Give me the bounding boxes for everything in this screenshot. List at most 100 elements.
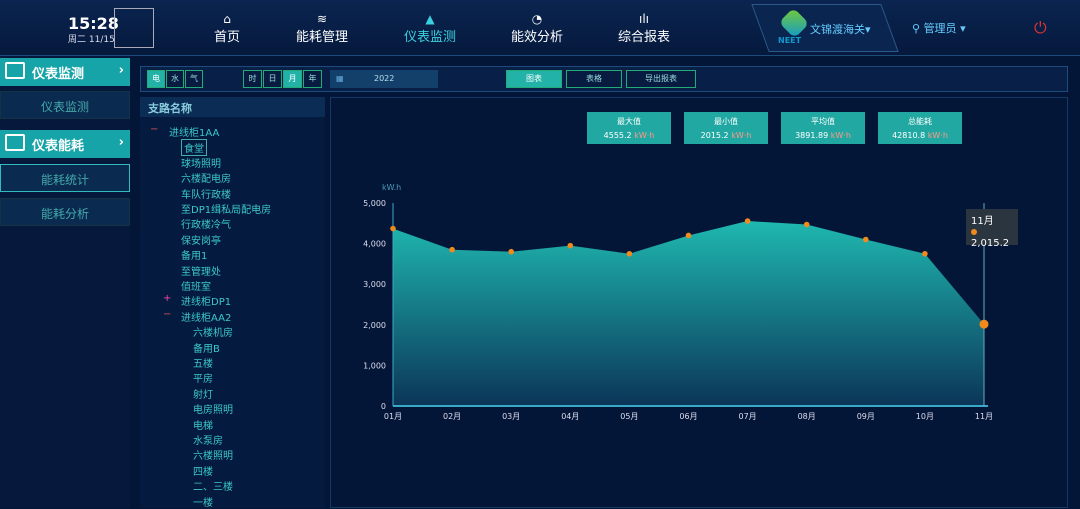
- export-report-button[interactable]: 导出报表: [626, 70, 696, 88]
- branch-tree: 支路名称: [140, 97, 325, 508]
- tree-node[interactable]: 值班室: [181, 282, 211, 293]
- tree-node[interactable]: 四楼: [193, 466, 213, 478]
- data-point[interactable]: [508, 248, 514, 255]
- x-tick-label: 06月: [679, 412, 697, 421]
- data-point[interactable]: [979, 319, 989, 329]
- tree-header: 支路名称: [140, 97, 325, 117]
- tree-node[interactable]: 二、三楼: [193, 482, 233, 494]
- tree-node[interactable]: 保安岗亭: [181, 235, 221, 247]
- tree-node[interactable]: 进线柜DP1: [181, 297, 232, 309]
- tree-node[interactable]: 射灯: [193, 389, 213, 401]
- tree-node[interactable]: 五楼: [193, 359, 213, 370]
- nav-label: 仪表监测: [403, 30, 456, 45]
- nav-label: 首页: [213, 30, 240, 45]
- data-point[interactable]: [449, 246, 455, 253]
- data-point[interactable]: [922, 250, 928, 257]
- site-name: 文锦渡海关: [810, 23, 865, 36]
- y-tick-label: 0: [381, 402, 386, 411]
- data-point[interactable]: [803, 221, 810, 228]
- y-tick-label: 3,000: [363, 280, 386, 289]
- nav-reports[interactable]: ılı 综合报表: [604, 12, 684, 45]
- tree-node[interactable]: 备用B: [193, 343, 220, 355]
- tree-node[interactable]: 车队行政楼: [181, 189, 231, 201]
- tree-node[interactable]: 平房: [193, 374, 213, 386]
- power-icon[interactable]: ⏻: [1034, 18, 1047, 37]
- user-menu[interactable]: ⚲ 管理员 ▾: [912, 20, 966, 36]
- area-fill: [393, 221, 984, 406]
- user-name: 管理员: [923, 22, 957, 35]
- period-year[interactable]: 年: [303, 70, 322, 88]
- stat-unit: kW·h: [927, 131, 948, 140]
- data-point[interactable]: [744, 218, 751, 224]
- sidebar-item-energy-stats[interactable]: 能耗统计: [0, 164, 130, 192]
- sidebar-group-meter-energy[interactable]: 仪表能耗 ›: [0, 130, 130, 158]
- energy-electric[interactable]: 电: [147, 70, 165, 88]
- stat-label: 平均值: [811, 117, 835, 126]
- x-tick-label: 09月: [857, 412, 875, 421]
- date: 周二 11/15: [68, 35, 115, 45]
- stat-label: 总能耗: [908, 117, 932, 126]
- view-table-button[interactable]: 表格: [566, 70, 622, 88]
- tree-node[interactable]: 水泵房: [193, 436, 223, 447]
- tree-node[interactable]: 六楼机房: [193, 328, 233, 340]
- nav-meter-monitor[interactable]: ▲ 仪表监测: [390, 12, 470, 45]
- tree-node[interactable]: 球场照明: [181, 158, 221, 170]
- calendar-icon: ▦: [336, 74, 344, 83]
- data-point[interactable]: [863, 236, 869, 243]
- tree-node[interactable]: 电梯: [193, 420, 213, 432]
- x-tick-label: 04月: [561, 412, 579, 421]
- tooltip-value: 2,015.2: [971, 238, 1010, 249]
- top-bar: [0, 0, 1080, 56]
- tree-node[interactable]: 行政楼冷气: [181, 220, 231, 232]
- period-day[interactable]: 日: [263, 70, 282, 88]
- stat-card: 最小值 2015.2 kW·h: [684, 112, 768, 144]
- stat-label: 最小值: [714, 117, 738, 126]
- tree-node[interactable]: 食堂: [181, 139, 207, 157]
- pie-icon: ◔: [531, 12, 543, 26]
- nav-label: 能效分析: [510, 30, 563, 45]
- stat-unit: kW·h: [830, 131, 851, 140]
- view-chart-button[interactable]: 图表: [506, 70, 562, 88]
- tree-node[interactable]: 进线柜AA2: [181, 312, 232, 324]
- stat-unit: kW·h: [634, 131, 655, 140]
- data-point[interactable]: [390, 225, 396, 232]
- period-month[interactable]: 月: [283, 70, 302, 88]
- data-point[interactable]: [685, 232, 692, 239]
- tree-node[interactable]: 至DP1缉私局配电房: [181, 205, 272, 216]
- expand-icon[interactable]: +: [163, 293, 172, 305]
- energy-water[interactable]: 水: [166, 70, 184, 88]
- period-hour[interactable]: 时: [243, 70, 262, 88]
- sidebar-item-energy-analysis[interactable]: 能耗分析: [0, 198, 130, 226]
- sidebar-group-meter-monitor[interactable]: 仪表监测 ›: [0, 58, 130, 86]
- nav-efficiency[interactable]: ◔ 能效分析: [497, 12, 577, 45]
- tree-node[interactable]: 六楼配电房: [181, 174, 231, 186]
- monitor-icon: [5, 134, 25, 151]
- tree-node[interactable]: 一楼: [193, 497, 213, 509]
- home-icon: ⌂: [223, 12, 231, 26]
- tree-node[interactable]: 至管理处: [181, 266, 221, 278]
- site-selector[interactable]: 文锦渡海关▾: [810, 21, 871, 37]
- tree-node[interactable]: 进线柜1AA: [169, 128, 220, 139]
- tree-node[interactable]: 备用1: [181, 251, 208, 263]
- clock: 15:28: [68, 14, 119, 33]
- x-tick-label: 02月: [443, 412, 461, 421]
- stat-value: 2015.2: [700, 131, 729, 140]
- stat-label: 最大值: [617, 117, 641, 126]
- tree-node[interactable]: 六楼照明: [193, 451, 233, 463]
- collapse-icon[interactable]: −: [163, 308, 172, 320]
- energy-gas[interactable]: 气: [185, 70, 203, 88]
- x-tick-label: 05月: [620, 412, 638, 421]
- broken-image-icon: [114, 8, 154, 48]
- sidebar-item-meter-monitor[interactable]: 仪表监测: [0, 91, 130, 119]
- y-tick-label: 5,000: [363, 199, 386, 208]
- nav-label: 能耗管理: [295, 30, 348, 45]
- nav-energy-management[interactable]: ≋ 能耗管理: [282, 12, 362, 45]
- nav-home[interactable]: ⌂ 首页: [187, 12, 267, 45]
- year-picker[interactable]: ▦ 2022: [330, 70, 438, 88]
- collapse-icon[interactable]: −: [150, 124, 159, 135]
- data-point[interactable]: [567, 242, 574, 249]
- tree-node[interactable]: 电房照明: [193, 405, 233, 417]
- caret-down-icon: ▾: [960, 22, 966, 35]
- data-point[interactable]: [626, 250, 633, 257]
- layers-icon: ≋: [316, 12, 328, 26]
